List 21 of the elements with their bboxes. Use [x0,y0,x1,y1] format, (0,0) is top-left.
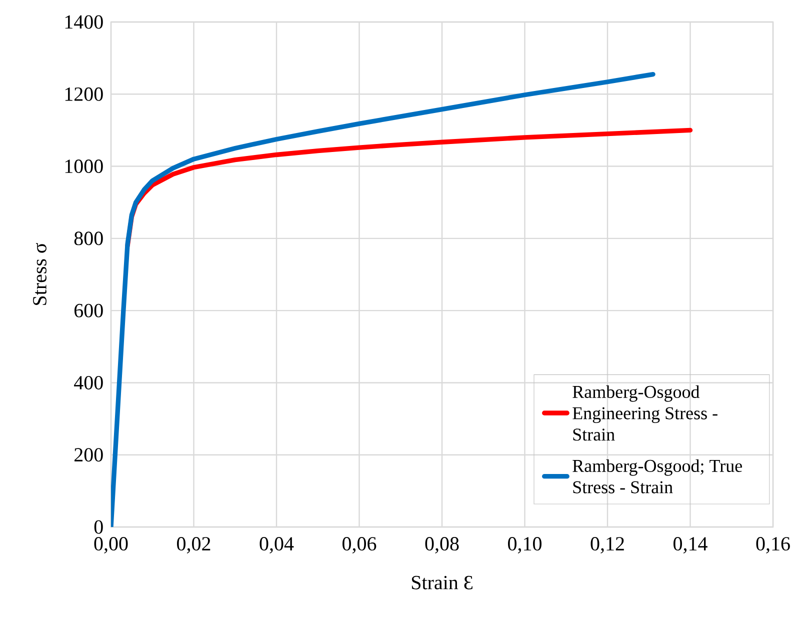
x-tick-label: 0,10 [508,537,542,554]
x-tick-label: 0,04 [260,537,294,554]
x-tick-label: 0,16 [756,537,790,554]
legend-label: Ramberg-Osgood; True Stress - Strain [572,459,742,494]
y-tick-label: 1000 [65,160,103,174]
x-tick-label: 0,14 [674,537,708,554]
x-tick-label: 0,06 [342,537,376,554]
x-tick-label: 0,08 [425,537,459,554]
y-tick-label: 200 [74,448,103,462]
y-tick-label: 600 [74,304,103,318]
x-tick-label: 0,00 [94,537,128,554]
y-tick-label: 400 [74,376,103,390]
y-axis-title: Stress σ [33,243,46,305]
legend-label: Ramberg-Osgood Engineering Stress - Strain [572,385,718,441]
y-tick-label: 1200 [65,87,103,101]
y-tick-label: 1400 [65,15,103,29]
y-tick-label: 0 [94,520,103,534]
x-axis-title: Strain Ɛ [412,576,472,590]
x-tick-label: 0,12 [590,537,624,554]
x-tick-label: 0,02 [177,537,210,554]
y-tick-label: 800 [74,232,103,246]
